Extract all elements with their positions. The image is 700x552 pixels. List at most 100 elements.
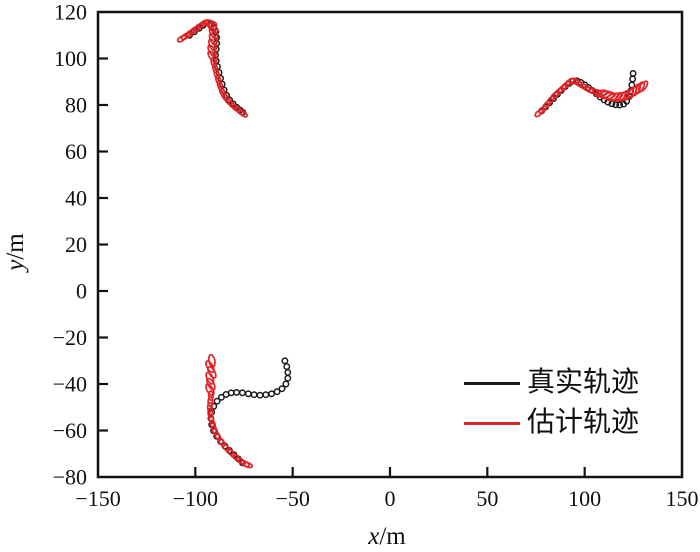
true-point-marker <box>213 397 221 405</box>
x-axis-label-var: x <box>368 523 380 550</box>
y-tick-label: −60 <box>53 418 87 443</box>
estimated-point-marker <box>538 105 548 115</box>
y-tick-label: −80 <box>53 465 87 490</box>
estimated-point-marker <box>550 91 559 101</box>
estimated-point-marker <box>218 86 226 97</box>
y-axis-label: y/m <box>2 202 31 302</box>
estimated-point-marker <box>226 447 236 457</box>
y-tick-label: 120 <box>54 0 87 25</box>
true-point-marker <box>612 101 620 109</box>
estimated-point-marker <box>209 419 217 430</box>
true-point-marker <box>273 388 281 396</box>
estimated-point-marker <box>637 80 649 93</box>
estimated-point-marker <box>214 74 222 86</box>
estimated-point-marker <box>206 401 213 413</box>
estimated-point-marker <box>557 84 567 94</box>
estimated-point-marker <box>207 395 214 407</box>
true-point-marker <box>284 368 292 376</box>
y-tick-label: 60 <box>65 139 87 164</box>
true-point-marker <box>250 391 258 399</box>
y-axis-label-var: y <box>2 259 29 271</box>
legend: 真实轨迹 估计轨迹 <box>464 363 639 443</box>
x-tick-label: −50 <box>275 486 309 511</box>
true-point-marker <box>268 390 276 398</box>
x-axis-label-unit: /m <box>379 523 406 550</box>
estimated-point-marker <box>180 32 191 41</box>
estimated-point-marker <box>207 407 214 419</box>
x-tick-label: 50 <box>476 486 498 511</box>
true-point-marker <box>616 101 624 109</box>
true-point-marker <box>629 75 637 83</box>
estimated-point-marker <box>238 109 248 118</box>
y-axis-ticks <box>99 57 108 432</box>
estimated-point-marker <box>208 413 215 425</box>
x-tick-labels: −150 −100 −50 0 50 100 150 <box>75 486 698 511</box>
estimated-point-marker <box>591 88 603 96</box>
estimated-point-marker <box>216 80 224 91</box>
true-point-marker <box>629 69 637 77</box>
true-point-marker <box>238 389 246 397</box>
true-trajectory-line-swatch <box>464 381 520 385</box>
y-tick-label: 20 <box>65 232 87 257</box>
estimated-point-marker <box>553 87 563 97</box>
estimated-point-marker <box>542 100 551 110</box>
estimated-point-marker <box>224 96 233 106</box>
true-trajectory-label: 真实轨迹 <box>527 367 640 398</box>
x-axis-label: x/m <box>337 524 437 549</box>
y-tick-label: 80 <box>65 93 87 118</box>
legend-row-true: 真实轨迹 <box>464 363 639 403</box>
estimated-point-marker <box>220 91 229 102</box>
true-point-marker <box>217 393 225 401</box>
estimated-point-marker <box>207 365 217 379</box>
estimated-trajectory-label: 估计轨迹 <box>527 407 640 438</box>
estimated-point-marker <box>623 88 634 101</box>
estimated-point-marker <box>213 68 220 80</box>
estimated-point-marker <box>211 425 219 436</box>
true-point-marker <box>281 357 289 365</box>
x-tick-label: 150 <box>666 486 699 511</box>
true-point-marker <box>233 388 241 396</box>
x-tick-label: 0 <box>385 486 396 511</box>
legend-row-estimated: 估计轨迹 <box>464 403 639 443</box>
estimated-point-marker <box>546 95 555 105</box>
estimated-trajectory-series <box>176 19 649 469</box>
estimated-point-marker <box>185 29 195 38</box>
estimated-point-marker <box>217 437 226 447</box>
y-axis-label-unit: /m <box>2 233 29 260</box>
estimated-point-marker <box>230 452 241 462</box>
y-tick-label: 0 <box>76 279 87 304</box>
estimated-point-marker <box>211 62 219 74</box>
estimated-point-marker <box>189 26 200 35</box>
x-tick-label: −150 <box>75 486 120 511</box>
estimated-point-marker <box>213 431 222 442</box>
true-point-marker <box>283 363 291 371</box>
estimated-point-marker <box>193 23 204 32</box>
true-point-marker <box>284 374 292 382</box>
y-tick-label: 40 <box>65 186 87 211</box>
axis-frame <box>96 10 684 479</box>
true-point-marker <box>229 100 237 108</box>
estimated-point-marker <box>221 442 231 453</box>
true-point-marker <box>256 391 264 399</box>
y-tick-labels: 120 100 80 60 40 20 0 −20 −40 −60 −80 <box>53 0 87 490</box>
true-point-marker <box>282 380 290 388</box>
y-tick-label: −40 <box>53 372 87 397</box>
estimated-point-marker <box>207 22 219 34</box>
x-axis-ticks <box>194 467 586 476</box>
estimated-point-marker <box>242 461 254 469</box>
estimated-point-marker <box>203 19 218 28</box>
true-point-marker <box>244 390 252 398</box>
estimated-point-marker <box>206 377 216 391</box>
y-tick-label: −20 <box>53 325 87 350</box>
x-tick-label: 100 <box>568 486 601 511</box>
y-tick-label: 100 <box>54 46 87 71</box>
estimated-point-marker <box>534 108 544 118</box>
true-point-marker <box>262 391 270 399</box>
estimated-point-marker <box>207 390 214 402</box>
x-tick-label: −100 <box>173 486 218 511</box>
true-point-marker <box>278 385 286 393</box>
estimated-point-marker <box>210 57 217 68</box>
estimated-trajectory-line-swatch <box>464 421 520 425</box>
